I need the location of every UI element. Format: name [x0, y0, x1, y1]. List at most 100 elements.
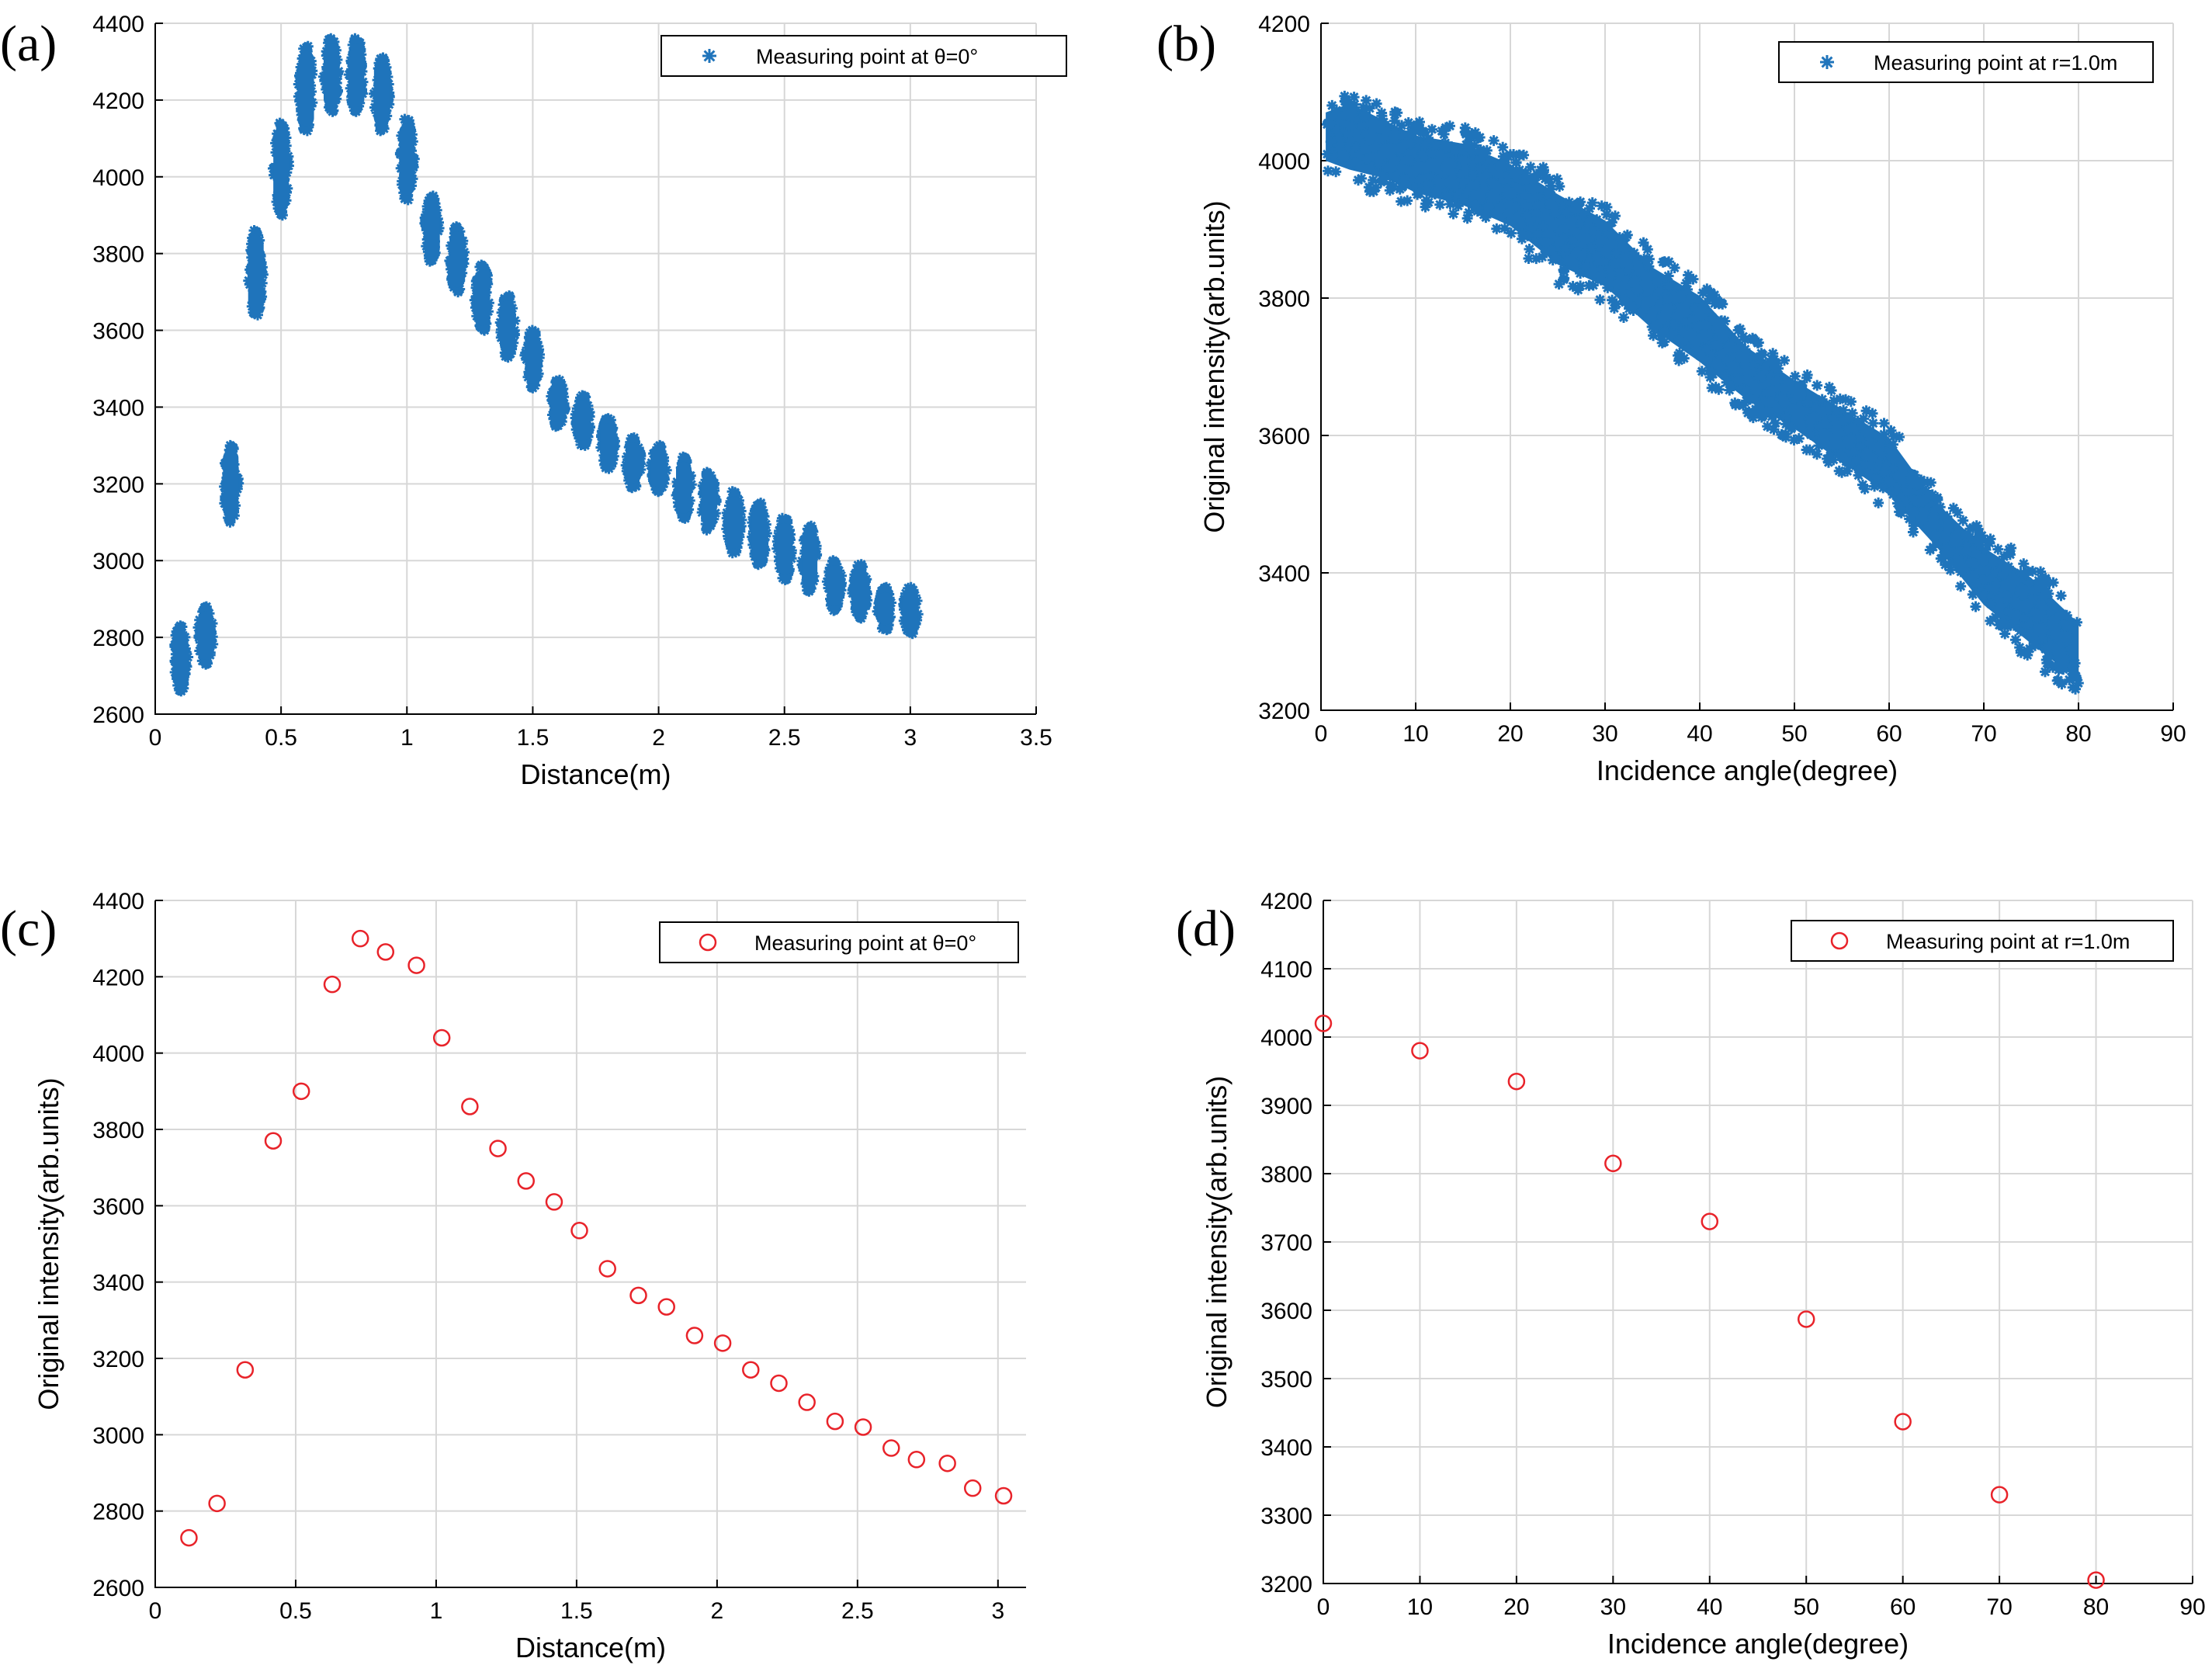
cluster-core [525, 335, 541, 383]
x-tick-label: 50 [1781, 721, 1807, 747]
data-point [2087, 1571, 2105, 1589]
data-point [798, 1393, 816, 1411]
cluster-core [172, 630, 189, 687]
chart-panel-b: 0 10 20 30 40 50 60 70 80 90 3200 3400 3600 3800 4000 4… [1156, 12, 2186, 786]
y-tick-label: 3700 [1260, 1230, 1312, 1256]
data-cluster [747, 498, 772, 571]
y-tick-label: 3400 [92, 395, 144, 421]
x-axis-title: Incidence angle(degree) [1597, 754, 1898, 786]
legend-label: Measuring point at r=1.0m [1874, 51, 2117, 75]
x-tick-label: 3.5 [1020, 725, 1052, 751]
x-tick-label: 20 [1503, 1594, 1529, 1620]
y-tick-label: 4000 [92, 1042, 144, 1067]
data-cluster [570, 390, 595, 451]
y-tick-label: 3300 [1260, 1504, 1312, 1529]
data-point [461, 1098, 479, 1115]
data-point [1411, 1042, 1429, 1060]
cluster-core [877, 591, 893, 626]
cluster-core [827, 565, 843, 606]
data-point [376, 943, 395, 961]
cluster-core [348, 43, 365, 107]
cluster-core [626, 442, 642, 484]
data-point [657, 1298, 675, 1316]
series-marks [1322, 90, 2084, 695]
axes-frame [154, 900, 1026, 1588]
legend-marker-asterisk [1820, 55, 1834, 69]
panel-label: (d) [1176, 900, 1236, 957]
cluster-core [852, 569, 868, 614]
y-tick-label: 3600 [1260, 1299, 1312, 1324]
x-tick-label: 80 [2083, 1594, 2109, 1620]
x-tick-label: 10 [1402, 721, 1428, 747]
data-point [264, 1132, 283, 1150]
data-point [826, 1412, 844, 1431]
data-point [517, 1172, 536, 1190]
y-tick-label: 3400 [1258, 561, 1310, 587]
cluster-core [474, 269, 491, 326]
y-tick-label: 3600 [92, 1194, 144, 1219]
y-tick-label: 2800 [92, 626, 144, 651]
data-cluster [821, 555, 848, 616]
x-tick-label: 3 [991, 1598, 1004, 1624]
y-tick-label: 3800 [92, 242, 144, 268]
cluster-core [399, 123, 415, 196]
cluster-core [726, 496, 742, 549]
cluster-core [273, 127, 290, 211]
x-tick-label: 0.5 [265, 725, 297, 751]
x-tick-label: 0.5 [279, 1598, 312, 1624]
y-tick-label: 4200 [92, 965, 144, 990]
band-core [1326, 103, 2079, 681]
y-axis-title: Original intensity(arb.units) [1198, 200, 1230, 532]
data-point [1314, 1015, 1333, 1032]
legend-marker-circle [699, 933, 717, 952]
cluster-core [550, 384, 566, 422]
x-tick-label: 20 [1497, 721, 1523, 747]
x-axis-title: Distance(m) [515, 1632, 666, 1663]
y-tick-label: 4000 [1260, 1025, 1312, 1051]
data-cluster [494, 290, 521, 363]
cluster-core [197, 611, 213, 660]
x-tick-label: 1 [430, 1598, 443, 1624]
data-cluster [796, 520, 823, 597]
data-point [938, 1454, 956, 1473]
x-tick-label: 3 [904, 725, 917, 751]
legend-label: Measuring point at r=1.0m [1886, 930, 2130, 953]
chart-panel-d: 0 10 20 30 40 50 60 70 80 90 3200 3300 3400 3500 3600 3… [1176, 889, 2206, 1660]
y-tick-label: 3800 [1260, 1162, 1312, 1188]
y-tick-label: 3000 [92, 1423, 144, 1448]
data-point [770, 1374, 788, 1393]
cluster-core [500, 300, 515, 353]
data-cluster [419, 190, 445, 267]
x-tick-label: 90 [2179, 1594, 2205, 1620]
legend-box [1778, 41, 2154, 83]
x-tick-label: 60 [1876, 721, 1902, 747]
legend: Measuring point at r=1.0m [1778, 41, 2154, 83]
x-tick-label: 1.5 [517, 725, 550, 751]
cluster-core [802, 530, 818, 587]
data-point [407, 956, 425, 974]
y-tick-label: 3400 [1260, 1435, 1312, 1461]
y-tick-label: 3900 [1260, 1094, 1312, 1119]
x-axis-title: Incidence angle(degree) [1607, 1628, 1909, 1660]
cluster-core [324, 43, 339, 107]
y-tick-label: 2800 [92, 1500, 144, 1525]
data-point [1701, 1212, 1719, 1230]
data-point [351, 929, 369, 948]
x-tick-label: 10 [1407, 1594, 1433, 1620]
y-tick-label: 3400 [92, 1271, 144, 1296]
series-marks [1314, 1015, 2105, 1589]
y-tick-label: 3500 [1260, 1367, 1312, 1393]
data-cluster [696, 467, 722, 536]
y-tick-label: 3200 [92, 1347, 144, 1372]
data-point [1604, 1154, 1622, 1173]
data-cluster [898, 581, 924, 640]
data-point [323, 975, 342, 994]
cluster-core [298, 50, 314, 127]
legend-marker-asterisk [702, 49, 716, 63]
x-tick-label: 70 [1986, 1594, 2012, 1620]
data-point [1507, 1072, 1526, 1091]
y-tick-label: 3200 [1258, 699, 1310, 724]
data-cluster [872, 581, 897, 636]
data-cluster [444, 221, 470, 298]
